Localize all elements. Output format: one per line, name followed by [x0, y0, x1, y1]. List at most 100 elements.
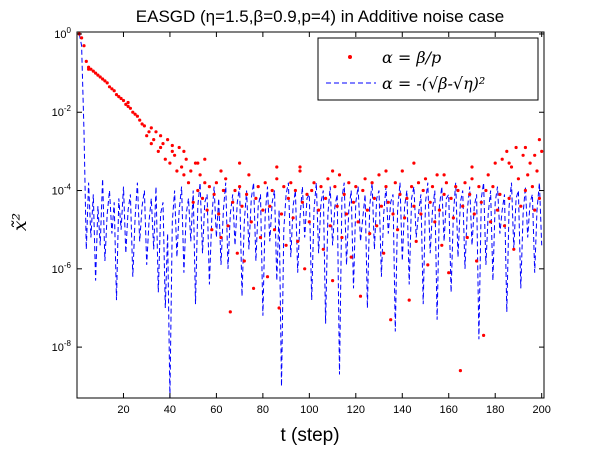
series-point-red: [279, 212, 284, 216]
series-point-red: [261, 208, 265, 212]
series-point-red: [530, 185, 535, 189]
series-point-red: [284, 243, 288, 247]
y-tick-label: 10-2: [52, 104, 72, 119]
series-point-red: [263, 181, 267, 185]
series-point-red: [321, 247, 325, 251]
series-point-red: [186, 181, 191, 185]
series-point-red: [193, 161, 198, 165]
x-tick-label: 140: [393, 404, 411, 416]
series-point-red: [154, 130, 158, 134]
series-point-red: [159, 145, 163, 150]
series-point-red: [470, 165, 474, 169]
series-point-red: [177, 145, 181, 150]
series-point-red: [463, 181, 467, 185]
series-point-red: [509, 165, 514, 169]
series-point-red: [182, 149, 186, 153]
series-point-red: [465, 235, 469, 240]
x-tick-label: 60: [210, 404, 222, 416]
series-point-red: [437, 208, 441, 212]
series-point-red: [238, 185, 242, 189]
series-point-red: [156, 149, 160, 153]
series-point-red: [486, 173, 490, 177]
series-point-red: [210, 228, 214, 232]
x-tick-label: 160: [440, 404, 458, 416]
series-point-red: [152, 138, 156, 142]
series-point-red: [133, 112, 137, 116]
series-point-red: [98, 75, 102, 79]
series-point-red: [138, 118, 142, 122]
series-point-red: [354, 185, 358, 189]
y-tick-label: 100: [54, 26, 71, 41]
series-point-red: [277, 306, 281, 310]
series-point-red: [221, 188, 225, 193]
series-point-red: [87, 67, 91, 71]
series-point-red: [410, 185, 414, 189]
series-point-red: [349, 255, 353, 259]
series-point-red: [219, 169, 223, 173]
series-point-red: [428, 200, 432, 204]
series-point-red: [502, 224, 507, 228]
series-point-red: [219, 235, 223, 240]
series-point-red: [505, 149, 509, 153]
series-point-red: [245, 192, 249, 196]
series-point-red: [384, 185, 388, 189]
series-point-red: [326, 177, 330, 181]
series-point-red: [495, 208, 500, 212]
series-point-red: [268, 204, 272, 208]
series-point-red: [240, 204, 244, 208]
series-point-red: [423, 177, 428, 181]
series-point-red: [205, 208, 209, 212]
series-point-red: [365, 208, 369, 212]
series-point-red: [182, 173, 186, 177]
series-point-red: [312, 181, 316, 185]
series-point-red: [305, 192, 309, 196]
series-point-red: [405, 196, 409, 200]
series-point-red: [207, 185, 211, 189]
series-point-red: [363, 177, 367, 181]
legend: α = β/p α = -(√β-√η)²: [317, 37, 539, 101]
series-point-red: [533, 208, 537, 212]
series-point-red: [456, 188, 460, 193]
series-point-red: [333, 185, 337, 189]
series-point-red: [449, 196, 453, 200]
series-point-red: [435, 173, 439, 177]
series-point-red: [382, 251, 386, 255]
series-point-red: [126, 100, 130, 105]
series-point-red: [335, 204, 339, 208]
series-point-red: [203, 157, 207, 161]
series-point-red: [145, 134, 149, 138]
series-point-red: [307, 220, 311, 224]
series-point-red: [324, 196, 328, 200]
series-point-red: [468, 192, 472, 196]
series-point-red: [238, 161, 242, 165]
series-point-red: [519, 204, 523, 208]
series-point-red: [472, 212, 476, 216]
legend-box: [317, 37, 539, 101]
series-layer: [77, 32, 544, 399]
series-point-red: [440, 243, 444, 247]
series-point-red: [537, 138, 542, 142]
series-point-red: [217, 212, 221, 216]
series-point-red: [386, 200, 390, 204]
series-point-red: [166, 138, 170, 142]
series-point-red: [447, 271, 451, 275]
series-point-red: [84, 59, 88, 64]
series-point-red: [337, 173, 342, 177]
series-point-red: [368, 232, 372, 236]
series-point-red: [265, 275, 270, 279]
series-point-red: [535, 169, 539, 173]
series-point-red: [516, 177, 521, 181]
series-point-red: [317, 208, 321, 212]
series-point-red: [540, 149, 544, 153]
series-point-red: [521, 153, 525, 157]
series-point-red: [310, 188, 314, 193]
series-point-red: [454, 185, 458, 189]
series-point-red: [328, 224, 332, 228]
series-point-red: [419, 212, 423, 216]
series-point-red: [291, 216, 295, 220]
series-point-red: [249, 220, 253, 224]
series-point-red: [242, 259, 246, 263]
series-point-red: [184, 157, 188, 161]
series-point-red: [507, 196, 511, 200]
series-point-red: [319, 185, 323, 189]
